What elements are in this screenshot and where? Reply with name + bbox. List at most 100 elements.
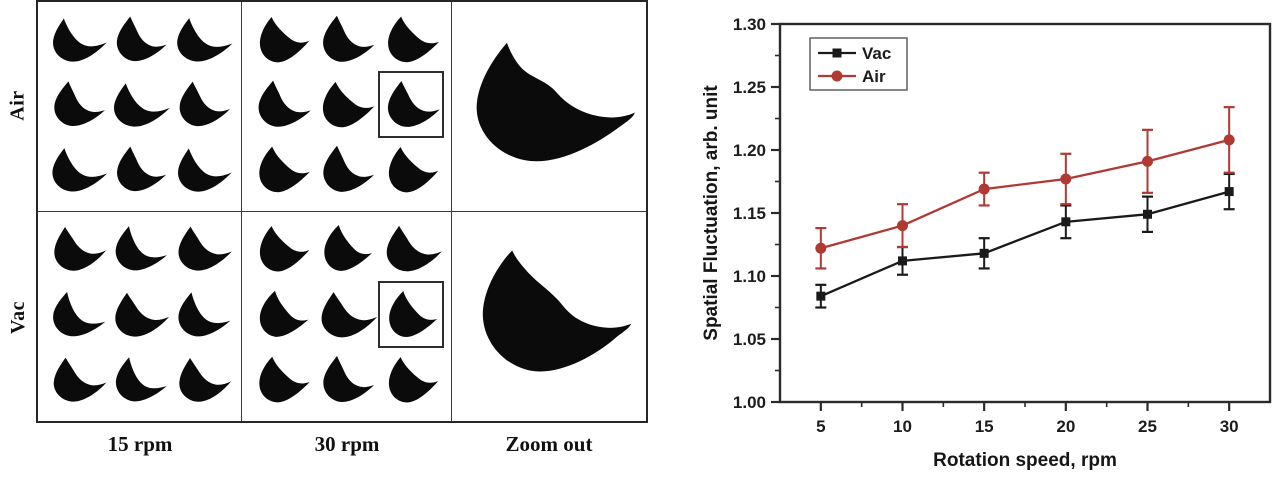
data-point-circle [815, 242, 827, 254]
y-tick-label: 1.25 [733, 78, 766, 97]
granule-silhouette-zoom-icon [482, 250, 632, 372]
granule-silhouette-icon [54, 227, 107, 272]
granule-snapshot [379, 137, 443, 202]
granule-snapshot [314, 72, 378, 137]
granule-silhouette-icon [323, 145, 375, 192]
granule-silhouette-icon [116, 357, 168, 402]
granule-silhouette-icon [387, 16, 439, 63]
granule-snapshot-zoomed [458, 8, 640, 205]
data-point-circle [897, 220, 908, 232]
data-point-square [1061, 217, 1071, 227]
x-tick-label: 30 [1220, 417, 1239, 436]
granule-snapshot [314, 217, 378, 282]
column-label-30rpm: 30 rpm [314, 432, 380, 456]
granule-snapshot [250, 137, 314, 202]
granule-snapshot [108, 347, 170, 412]
granule-snapshot [108, 137, 170, 202]
granule-silhouette-icon [176, 18, 233, 62]
granule-silhouette-zoom-icon [476, 42, 635, 162]
granule-silhouette-icon [116, 226, 168, 271]
data-point-circle [1060, 173, 1072, 185]
granule-silhouette-icon [117, 16, 167, 61]
granule-snapshot [46, 347, 108, 412]
granule-snapshot [250, 72, 314, 137]
column-label-zoomout: Zoom out [505, 432, 593, 456]
chart-legend [809, 37, 908, 91]
granule-snapshot [108, 282, 170, 347]
granule-silhouette-icon [177, 148, 232, 192]
granule-snapshot [171, 347, 233, 412]
granule-silhouette-icon [259, 16, 310, 63]
granule-snapshot [379, 7, 443, 72]
granule-snapshot [171, 282, 233, 347]
granule-silhouette-icon [53, 291, 106, 336]
granule-silhouette-icon [259, 290, 309, 337]
y-tick-label: 1.15 [733, 204, 766, 223]
snapshot-cell-air-zoomout [452, 2, 646, 212]
granule-snapshot [46, 217, 108, 282]
data-point-square [816, 291, 826, 301]
granule-snapshot [314, 282, 378, 347]
x-tick-label: 20 [1056, 417, 1075, 436]
chart-panel: 1.00 1.05 1.10 1.15 1.20 1.25 1.30 5 10 15 20 25 30 R… [700, 0, 1280, 485]
highlighted-granule-snapshot [377, 70, 445, 138]
spatial-fluctuation-chart: 1.00 1.05 1.10 1.15 1.20 1.25 1.30 5 10 15 20 25 30 R… [701, 15, 1272, 471]
granule-snapshot [108, 7, 170, 72]
y-tick-label: 1.30 [733, 15, 766, 34]
legend-marker-circle [831, 70, 843, 82]
granule-silhouette-icon [179, 81, 230, 126]
data-point-square [1143, 209, 1152, 219]
granule-snapshot [250, 282, 314, 347]
granule-snapshot [171, 217, 233, 282]
granule-snapshot [171, 7, 233, 72]
granule-silhouette-icon [115, 292, 170, 337]
data-point-circle [978, 183, 990, 195]
granule-silhouette-icon [323, 355, 375, 402]
data-point-circle [1142, 155, 1153, 167]
granule-snapshot [108, 217, 170, 282]
legend-marker-square [832, 48, 842, 58]
highlighted-granule-snapshot [377, 280, 445, 348]
granule-snapshot [108, 72, 171, 137]
granule-silhouette-icon [386, 226, 442, 272]
row-label-column: Air Vac [0, 0, 36, 423]
granule-silhouette-icon [178, 227, 232, 272]
granule-silhouette-icon [114, 83, 171, 127]
legend-label: Air [862, 67, 886, 86]
granule-silhouette-icon [54, 81, 105, 126]
granule-snapshot [379, 217, 443, 282]
data-point-square [1224, 187, 1234, 197]
granule-snapshot [46, 282, 108, 347]
column-labels: 15 rpm 30 rpm Zoom out [38, 432, 662, 457]
granule-silhouette-icon [323, 81, 375, 128]
series-line [820, 138, 1230, 250]
granule-silhouette-icon [388, 356, 439, 403]
column-label-15rpm: 15 rpm [107, 432, 173, 456]
granule-snapshot [46, 7, 108, 72]
granule-snapshot [250, 217, 314, 282]
x-tick-label: 15 [975, 417, 994, 436]
data-point-square [979, 248, 989, 258]
x-tick-label: 25 [1138, 417, 1157, 436]
series-line [820, 190, 1230, 298]
snapshot-cell-vac-30rpm [242, 211, 452, 421]
granule-silhouette-icon [258, 80, 311, 127]
granule-silhouette-icon [323, 15, 375, 62]
snapshot-cell-air-30rpm [242, 2, 452, 212]
data-point-square [898, 256, 907, 266]
granule-snapshot [250, 347, 314, 412]
granule-silhouette-icon [117, 146, 167, 191]
granule-silhouette-icon [259, 226, 310, 272]
granule-snapshot [46, 72, 108, 137]
granule-silhouette-icon [387, 80, 440, 127]
granule-snapshot [46, 137, 108, 202]
row-label-vac: Vac [6, 300, 29, 334]
granule-snapshot-zoomed [458, 218, 640, 416]
y-tick-label: 1.00 [733, 393, 766, 412]
granule-silhouette-icon [388, 146, 439, 192]
granule-snapshot [250, 7, 314, 72]
y-tick-label: 1.10 [733, 267, 766, 286]
granule-silhouette-icon [259, 356, 310, 403]
granule-silhouette-icon [53, 357, 107, 402]
